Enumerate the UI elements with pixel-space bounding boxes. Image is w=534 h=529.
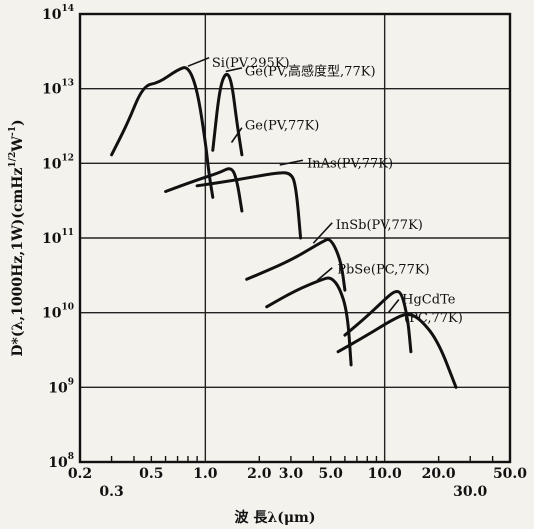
series-leader-5 [316,267,333,282]
series-label-2: Ge(PV,77K) [245,119,319,134]
y-tick-label: 1013 [42,79,74,98]
y-tick-label: 1011 [42,228,74,247]
series-label-6: HgCdTe [402,293,456,308]
x-tick-label: 10.0 [368,466,402,482]
series-label-1: Ge(PV,高感度型,77K) [245,63,376,79]
series-leader-7 [391,315,402,321]
series-leader-3 [279,159,304,166]
series-label-0: Si(PV,295K) [212,56,290,71]
x-axis-title: 波 長λ(μm) [235,509,316,526]
series-leader-6 [387,299,400,314]
series-line-4 [245,237,347,292]
series-labels: Si(PV,295K)Ge(PV,高感度型,77K) Ge(PV,77K) InAs… [187,56,463,326]
x-tick-label-lower: 30.0 [453,484,487,500]
x-tick-label: 3.0 [279,466,304,482]
x-tick-label: 50.0 [493,466,527,482]
x-tick-label: 0.5 [139,466,163,482]
series-leader-4 [312,222,333,244]
y-axis-ticks: 108 109 1010 1011 1012 1013 1014 [42,4,74,471]
x-tick-label: 1.0 [193,466,218,482]
x-tick-label: 0.2 [68,466,92,482]
grid-lines [80,13,510,463]
series-label-7: (PC,77K) [404,311,463,326]
series-line-3 [195,171,303,240]
series-line-2 [164,167,244,213]
y-tick-label: 108 [48,452,74,471]
series-line-0 [110,66,215,199]
x-tick-label: 2.0 [247,466,272,482]
series-line-5 [265,276,353,367]
x-tick-label: 20.0 [422,466,456,482]
y-tick-label: 1010 [42,303,74,322]
series-label-5: PbSe(PC,77K) [337,262,429,277]
series-label-3: InAs(PV,77K) [307,156,393,171]
series-leader-2 [230,127,243,143]
y-axis-title: D*(λ,1000Hz,1W)(cmHz1/2W-1) [8,119,26,356]
y-tick-label: 109 [48,377,74,396]
y-tick-label: 1012 [42,153,74,172]
x-axis-ticks: 0.2 0.5 1.0 2.0 3.0 5.0 10.0 20.0 50.0 0.3 30.0 [68,466,527,500]
series-label-4: InSb(PV,77K) [336,218,423,233]
y-tick-label: 1014 [42,4,74,23]
series-leader-1 [225,67,243,73]
series-line-6 [343,289,413,354]
series-leader-0 [187,56,210,67]
plot-frame [78,12,512,464]
x-tick-label: 5.0 [318,466,343,482]
x-tick-label-lower: 0.3 [99,484,123,500]
series-line-1 [211,72,244,157]
